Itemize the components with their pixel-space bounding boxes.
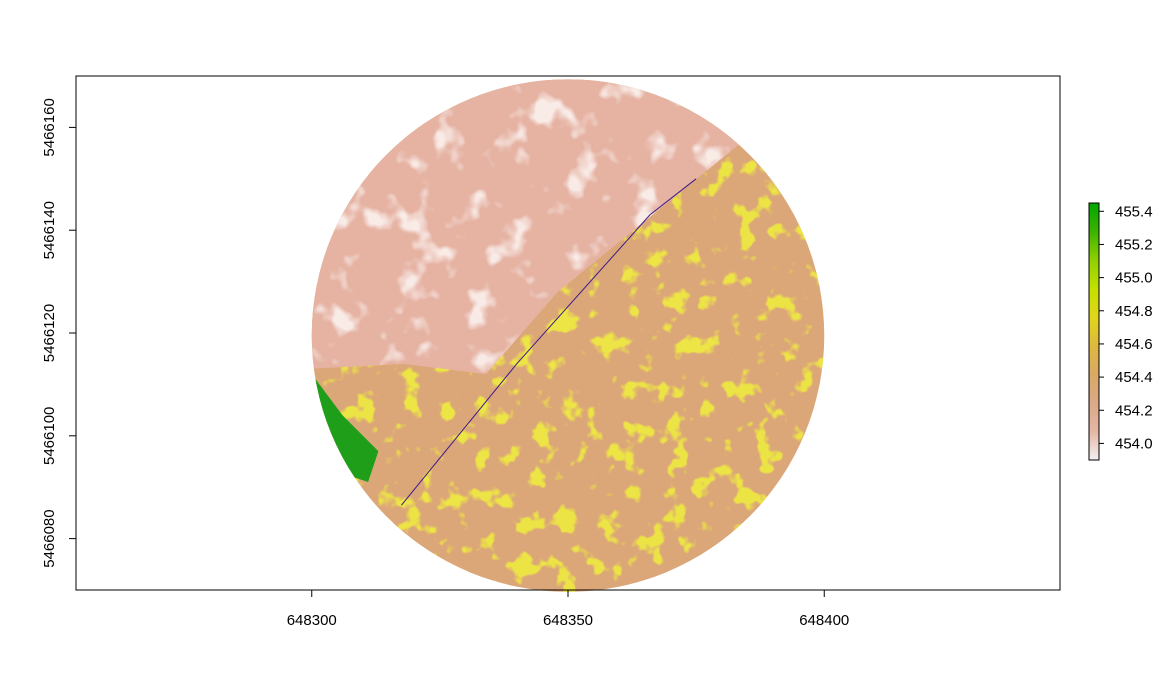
y-tick-label: 5466100 bbox=[41, 407, 58, 465]
raster-low-texture bbox=[311, 79, 773, 385]
x-tick-label: 648400 bbox=[799, 612, 849, 629]
y-tick-label: 5466140 bbox=[41, 201, 58, 259]
legend-tick-label: 454.8 bbox=[1115, 303, 1153, 320]
transect-line bbox=[401, 178, 697, 506]
y-axis: 5466080 5466100 5466120 5466140 5466160 bbox=[41, 98, 76, 568]
legend-tick-label: 455.4 bbox=[1115, 203, 1153, 220]
legend-tick-label: 454.0 bbox=[1115, 435, 1153, 452]
color-legend: 455.4 455.2 455.0 454.8 454.6 454.4 454.2 454.0 bbox=[1088, 202, 1153, 461]
y-tick-label: 5466120 bbox=[41, 304, 58, 362]
x-tick-label: 648350 bbox=[543, 612, 593, 629]
x-axis: 648300 648350 648400 bbox=[287, 589, 849, 629]
y-tick-label: 5466080 bbox=[41, 509, 58, 567]
legend-tick-label: 455.2 bbox=[1115, 236, 1153, 253]
legend-tick-label: 454.4 bbox=[1115, 369, 1153, 386]
x-tick-label: 648300 bbox=[287, 612, 337, 629]
legend-tick-label: 455.0 bbox=[1115, 270, 1153, 287]
legend-tick-label: 454.2 bbox=[1115, 402, 1153, 419]
legend-color-bar bbox=[1088, 202, 1100, 461]
y-tick-label: 5466160 bbox=[41, 98, 58, 156]
legend-tick-label: 454.6 bbox=[1115, 336, 1153, 353]
